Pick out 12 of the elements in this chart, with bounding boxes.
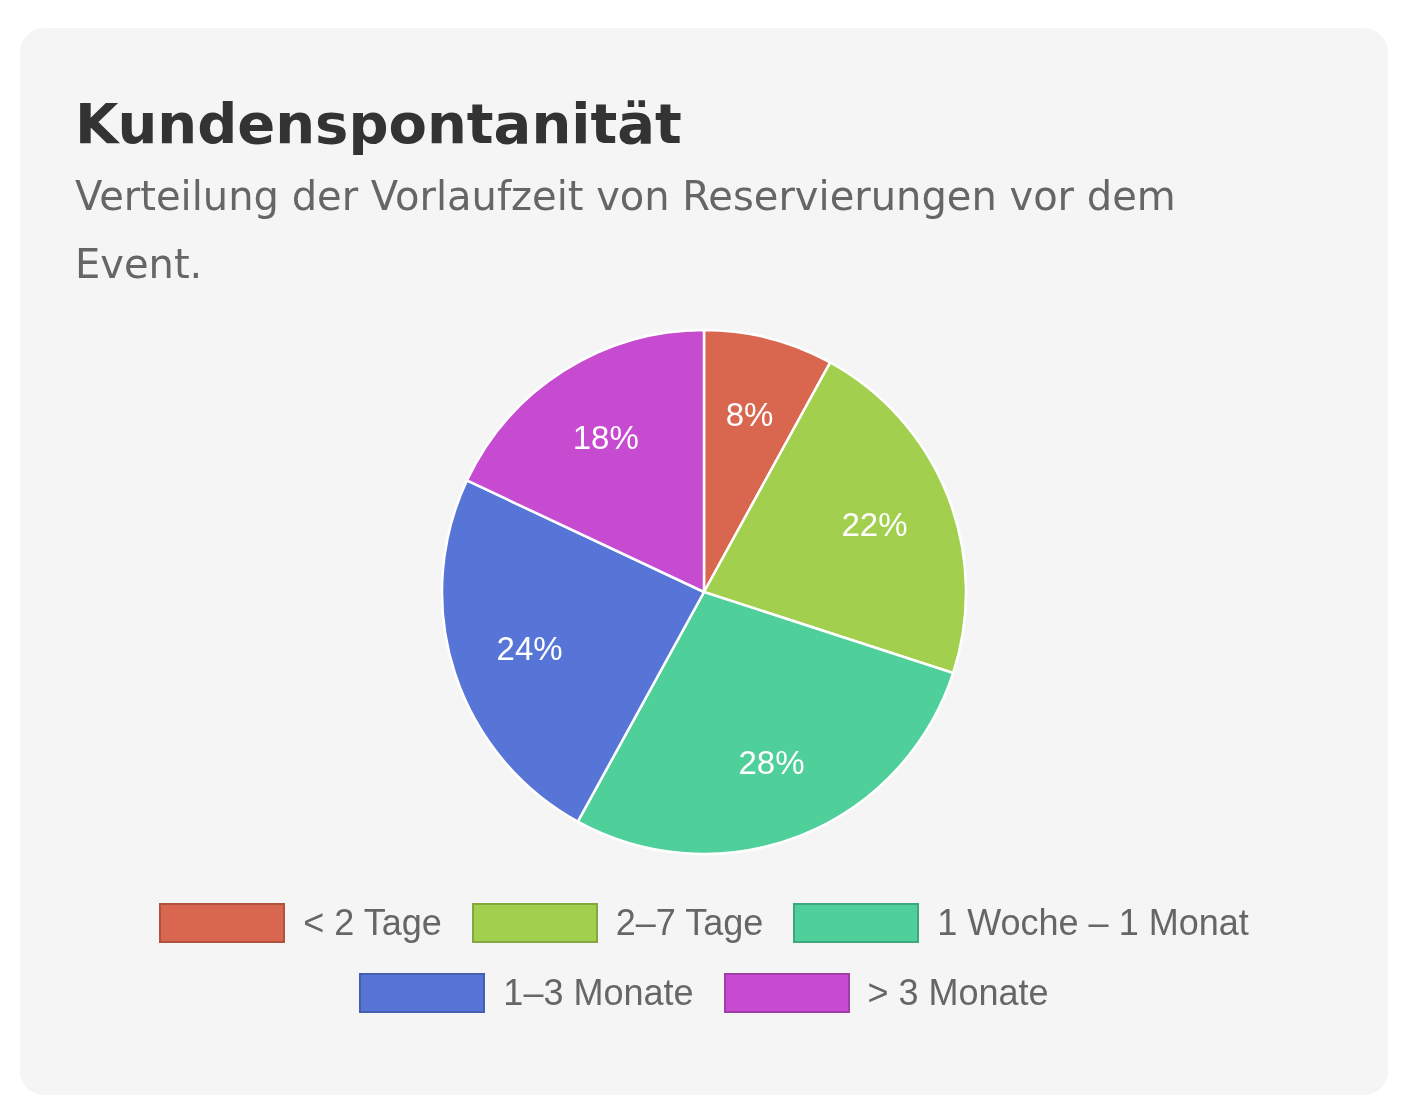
legend-label: < 2 Tage bbox=[303, 902, 442, 944]
legend-label: > 3 Monate bbox=[867, 972, 1049, 1014]
legend-label: 1 Woche – 1 Monat bbox=[937, 902, 1249, 944]
data-label: 8% bbox=[725, 395, 774, 433]
data-label: 24% bbox=[496, 630, 563, 668]
chart-title: Kundenspontanität bbox=[75, 90, 683, 158]
chart-subtitle: Verteilung der Vorlaufzeit von Reservierungen vor dem Event. bbox=[75, 172, 1177, 289]
data-label: 28% bbox=[738, 744, 805, 782]
legend-label: 2–7 Tage bbox=[615, 902, 764, 944]
data-label: 18% bbox=[572, 418, 639, 456]
legend-label: 1–3 Monate bbox=[503, 972, 694, 1014]
data-label: 22% bbox=[841, 505, 908, 543]
